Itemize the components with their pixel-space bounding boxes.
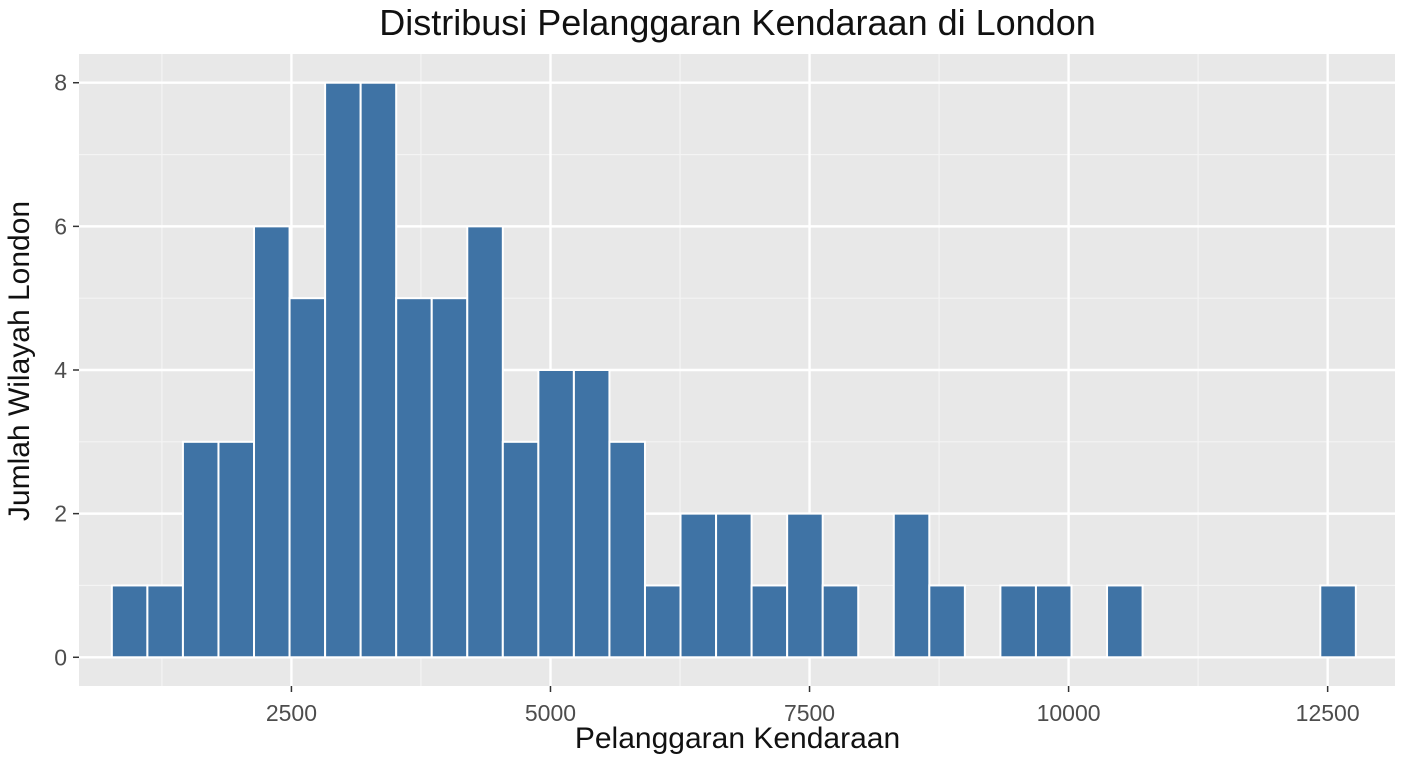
histogram-bar bbox=[572, 369, 611, 659]
histogram-bar bbox=[217, 440, 256, 659]
histogram-bar bbox=[324, 81, 362, 659]
histogram-bar bbox=[715, 512, 753, 659]
histogram-bar bbox=[679, 512, 718, 659]
histogram-bar bbox=[253, 225, 291, 659]
x-tick-label: 5000 bbox=[525, 700, 576, 726]
y-tick-label: 0 bbox=[54, 644, 67, 670]
y-tick-label: 4 bbox=[54, 357, 67, 383]
histogram-bar bbox=[608, 440, 646, 659]
x-tick-label: 2500 bbox=[266, 700, 317, 726]
x-axis-label: Pelanggaran Kendaraan bbox=[574, 722, 901, 755]
histogram-bar bbox=[146, 584, 184, 659]
histogram-bar bbox=[750, 584, 789, 659]
histogram-bar bbox=[786, 512, 824, 659]
x-tick-label: 12500 bbox=[1296, 700, 1360, 726]
histogram-bar bbox=[999, 584, 1037, 659]
histogram-bar bbox=[1106, 584, 1144, 659]
histogram-bar bbox=[359, 81, 398, 659]
histogram-bar bbox=[821, 584, 860, 659]
histogram-bar bbox=[892, 512, 931, 659]
histogram-bar bbox=[288, 297, 327, 659]
histogram-bar bbox=[928, 584, 966, 659]
histogram-bar bbox=[395, 297, 433, 659]
chart-title: Distribusi Pelanggaran Kendaraan di Lond… bbox=[379, 2, 1096, 43]
histogram-bar bbox=[1319, 584, 1357, 659]
histogram-bar bbox=[430, 297, 469, 659]
x-tick-label: 7500 bbox=[784, 700, 835, 726]
histogram-bar bbox=[466, 225, 504, 659]
histogram-bar bbox=[181, 440, 220, 659]
histogram-bar bbox=[1034, 584, 1073, 659]
y-tick-label: 8 bbox=[54, 70, 67, 96]
histogram-bar bbox=[110, 584, 149, 659]
axis-ticks: 2500 5000 7500 10000 12500 0 2 4 6 8 bbox=[54, 70, 1359, 726]
histogram-bar bbox=[537, 369, 575, 659]
x-tick-label: 10000 bbox=[1037, 700, 1101, 726]
y-tick-label: 2 bbox=[54, 501, 67, 527]
histogram-bars bbox=[110, 81, 1357, 659]
histogram-bar bbox=[643, 584, 682, 659]
histogram-bar bbox=[501, 440, 540, 659]
y-tick-label: 6 bbox=[54, 213, 67, 239]
